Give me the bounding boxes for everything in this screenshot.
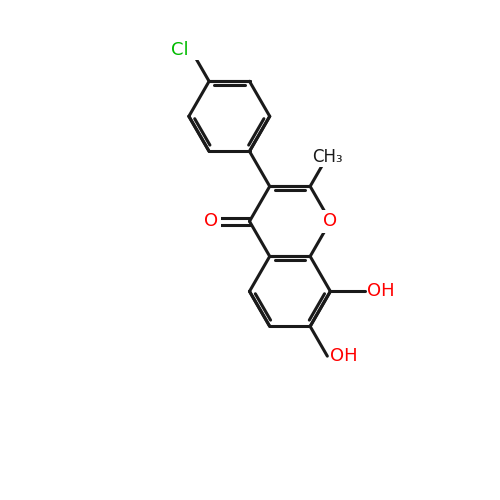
- Text: Cl: Cl: [172, 41, 189, 59]
- Text: O: O: [204, 212, 218, 230]
- Text: OH: OH: [368, 282, 395, 300]
- Text: CH₃: CH₃: [312, 148, 342, 166]
- Text: OH: OH: [330, 347, 357, 365]
- Text: O: O: [324, 212, 338, 230]
